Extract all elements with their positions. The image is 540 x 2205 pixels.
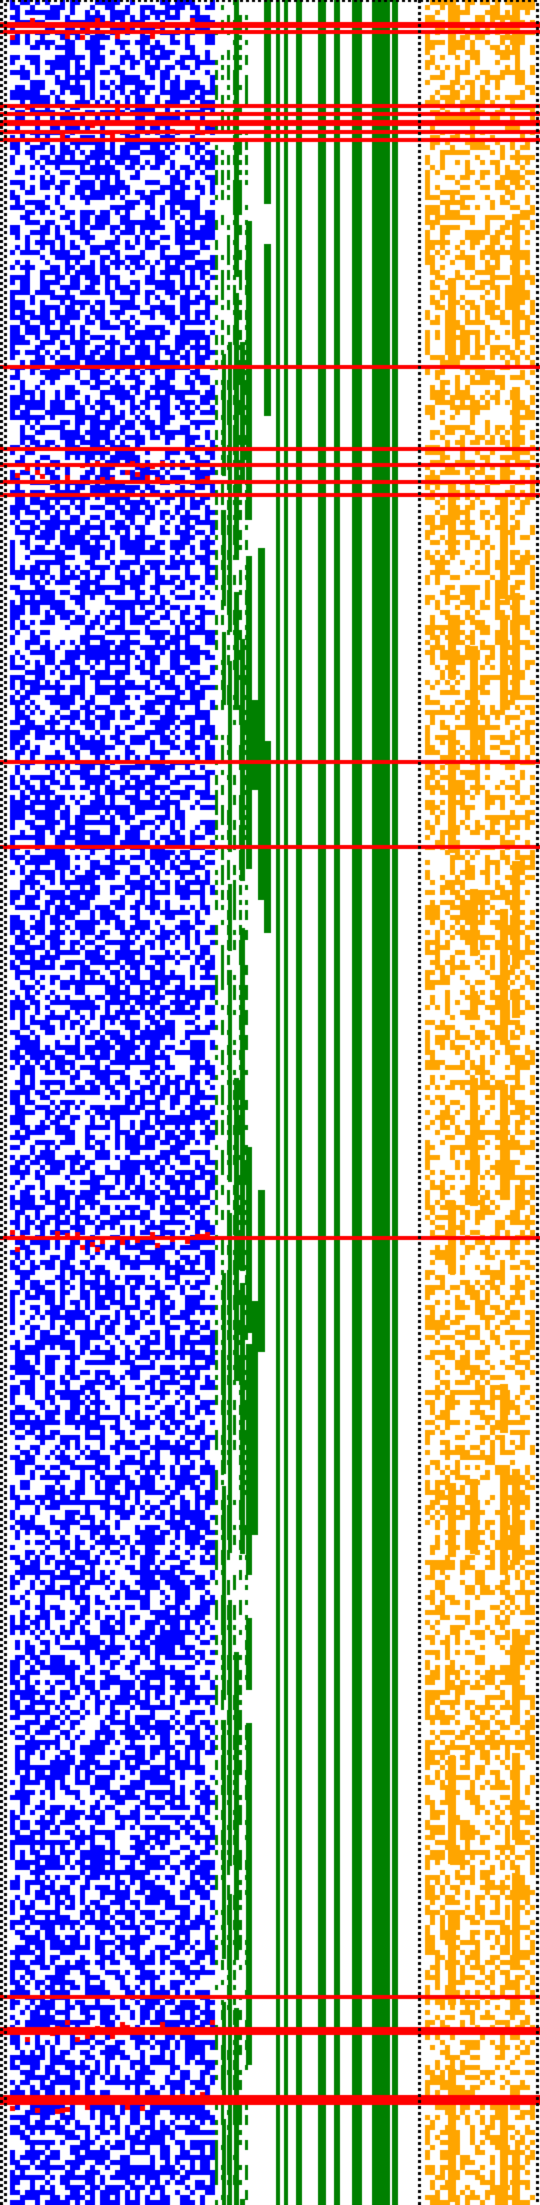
pattern-canvas: [0, 0, 540, 2205]
pattern-canvas-container: [0, 0, 540, 2205]
